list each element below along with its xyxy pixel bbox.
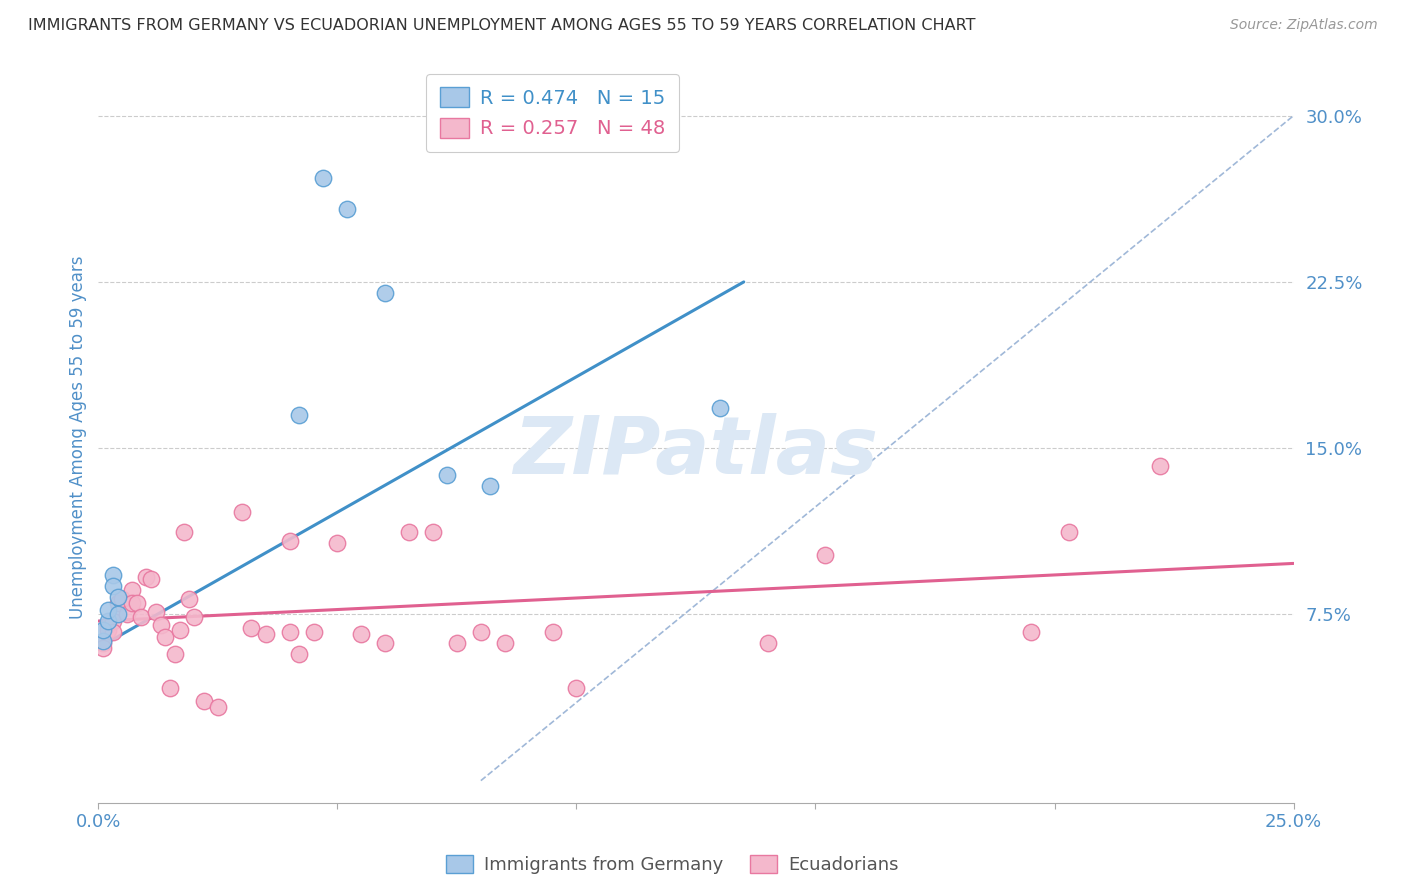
Point	[97, 614, 120, 628]
Point	[193, 694, 215, 708]
Point	[565, 681, 588, 695]
Point	[145, 605, 167, 619]
Point	[541, 625, 564, 640]
Point	[494, 636, 516, 650]
Point	[278, 534, 301, 549]
Point	[111, 591, 134, 606]
Point	[115, 607, 138, 622]
Point	[107, 607, 129, 622]
Point	[183, 609, 205, 624]
Point	[125, 596, 148, 610]
Point	[107, 596, 129, 610]
Point	[756, 636, 779, 650]
Point	[149, 618, 172, 632]
Text: ZIPatlas: ZIPatlas	[513, 413, 879, 491]
Point	[163, 648, 186, 662]
Point	[254, 627, 277, 641]
Point	[231, 505, 253, 519]
Y-axis label: Unemployment Among Ages 55 to 59 years: Unemployment Among Ages 55 to 59 years	[69, 255, 87, 619]
Point	[374, 285, 396, 300]
Point	[479, 479, 502, 493]
Point	[312, 170, 335, 185]
Point	[422, 525, 444, 540]
Point	[97, 618, 120, 632]
Point	[398, 525, 420, 540]
Point	[135, 570, 157, 584]
Point	[709, 401, 731, 416]
Point	[207, 700, 229, 714]
Point	[101, 578, 124, 592]
Point	[288, 648, 311, 662]
Point	[91, 636, 114, 650]
Point	[814, 548, 837, 562]
Point	[350, 627, 373, 641]
Point	[1019, 625, 1042, 640]
Point	[91, 634, 114, 648]
Point	[179, 591, 201, 606]
Point	[101, 567, 124, 582]
Point	[326, 536, 349, 550]
Point	[155, 630, 177, 644]
Point	[91, 623, 114, 637]
Point	[159, 681, 181, 695]
Point	[1057, 525, 1080, 540]
Point	[436, 467, 458, 482]
Point	[173, 525, 195, 540]
Point	[374, 636, 396, 650]
Point	[470, 625, 492, 640]
Point	[107, 590, 129, 604]
Point	[1149, 458, 1171, 473]
Point	[302, 625, 325, 640]
Point	[336, 202, 359, 216]
Point	[169, 623, 191, 637]
Text: IMMIGRANTS FROM GERMANY VS ECUADORIAN UNEMPLOYMENT AMONG AGES 55 TO 59 YEARS COR: IMMIGRANTS FROM GERMANY VS ECUADORIAN UN…	[28, 18, 976, 33]
Point	[278, 625, 301, 640]
Point	[288, 408, 311, 422]
Point	[91, 640, 114, 655]
Point	[101, 625, 124, 640]
Point	[240, 621, 263, 635]
Point	[121, 596, 143, 610]
Point	[97, 623, 120, 637]
Point	[446, 636, 468, 650]
Point	[97, 603, 120, 617]
Point	[121, 582, 143, 597]
Legend: Immigrants from Germany, Ecuadorians: Immigrants from Germany, Ecuadorians	[439, 847, 905, 881]
Point	[131, 609, 153, 624]
Point	[139, 572, 162, 586]
Text: Source: ZipAtlas.com: Source: ZipAtlas.com	[1230, 18, 1378, 32]
Point	[101, 614, 124, 628]
